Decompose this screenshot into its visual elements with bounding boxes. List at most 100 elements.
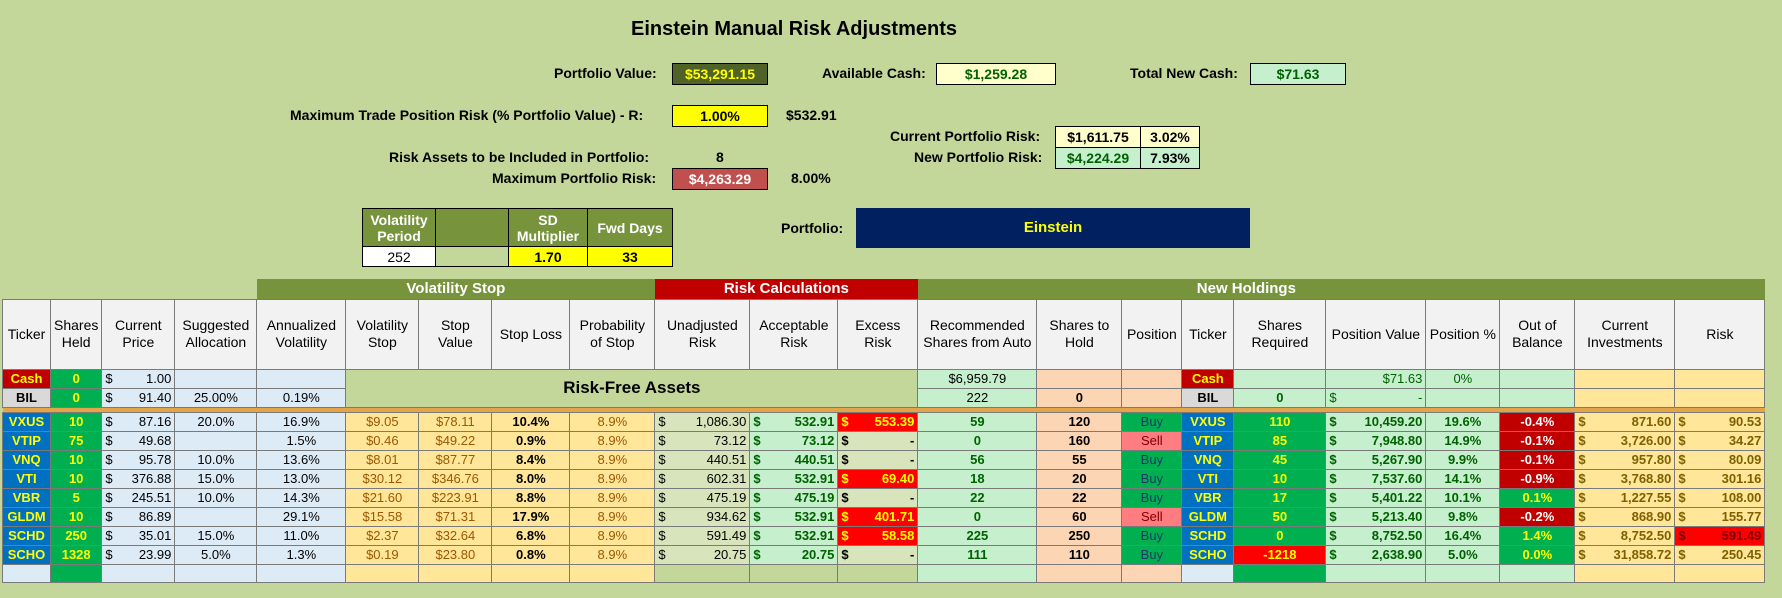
- position-value-value: 5,213.40: [1371, 508, 1423, 524]
- current-investments: $868.90: [1574, 506, 1676, 527]
- risk-value: 591.49: [1721, 527, 1762, 543]
- available-cash-cell[interactable]: $1,259.28: [936, 63, 1056, 85]
- shares-held[interactable]: 10: [49, 468, 103, 489]
- position-value: $5,213.40: [1325, 506, 1427, 527]
- excess-risk-value: -: [910, 432, 915, 448]
- new-risk-amount-cell[interactable]: $4,224.29: [1055, 147, 1141, 169]
- portfolio-value-cell[interactable]: $53,291.15: [672, 63, 768, 85]
- current-price-value: 376.88: [131, 470, 172, 486]
- bil-shares[interactable]: 0: [49, 387, 103, 408]
- suggested-allocation[interactable]: [174, 430, 258, 451]
- dollar-sign: $: [105, 389, 113, 405]
- acceptable-risk: $532.91: [749, 468, 839, 489]
- suggested-allocation[interactable]: 15.0%: [174, 468, 258, 489]
- risk-value: 108.00: [1721, 489, 1762, 505]
- volatility-stop: $15.58: [345, 506, 420, 527]
- shares-to-hold[interactable]: 160: [1036, 430, 1123, 451]
- shares-held[interactable]: 10: [49, 449, 103, 470]
- shares-to-hold[interactable]: 110: [1036, 544, 1123, 565]
- volatility-period-value[interactable]: 252: [362, 246, 436, 267]
- ticker-2: VXUS: [1181, 411, 1235, 432]
- ticker: VTIP: [2, 430, 51, 451]
- portfolio-name-banner[interactable]: Einstein: [856, 208, 1250, 248]
- risk: $591.49: [1674, 525, 1766, 546]
- bil-price: 91.40: [138, 389, 172, 405]
- probability-of-stop: 8.9%: [569, 544, 656, 565]
- bil-shares-to-hold: 0: [1036, 387, 1123, 408]
- position: Buy: [1121, 525, 1183, 546]
- dollar-sign: $: [841, 546, 849, 562]
- shares-held[interactable]: 1328: [49, 544, 103, 565]
- unadjusted-risk: $73.12: [654, 430, 751, 451]
- excess-risk: $401.71: [837, 506, 919, 527]
- excess-risk: $553.39: [837, 411, 919, 432]
- current-investments: $3,726.00: [1574, 430, 1676, 451]
- sd-multiplier-value[interactable]: 1.70: [508, 246, 588, 267]
- excess-risk: $ -: [837, 430, 919, 451]
- suggested-allocation[interactable]: 15.0%: [174, 525, 258, 546]
- current-risk-pct-cell[interactable]: 3.02%: [1140, 126, 1200, 148]
- unadjusted-risk-value: 934.62: [706, 508, 747, 524]
- asset-row: VNQ 10 $95.78 10.0% 13.6% $8.01 $87.77 8.4% 8.9%…: [2, 449, 1766, 470]
- ticker: VNQ: [2, 449, 51, 470]
- bil-ticker: BIL: [2, 387, 51, 408]
- out-of-balance: -0.1%: [1499, 430, 1576, 451]
- excess-risk-value: 69.40: [881, 470, 915, 486]
- suggested-allocation[interactable]: 10.0%: [174, 487, 258, 508]
- shares-held[interactable]: 10: [49, 411, 103, 432]
- excess-risk-value: 553.39: [874, 413, 915, 429]
- shares-held[interactable]: 250: [49, 525, 103, 546]
- unadjusted-risk: $591.49: [654, 525, 751, 546]
- ticker: SCHO: [2, 544, 51, 565]
- header-current-investments: Current Investments: [1574, 298, 1676, 370]
- position-pct: 9.8%: [1425, 506, 1501, 527]
- dollar-sign: $: [1678, 451, 1686, 467]
- new-risk-pct-cell[interactable]: 7.93%: [1140, 147, 1200, 169]
- shares-to-hold[interactable]: 120: [1036, 411, 1123, 432]
- shares-to-hold[interactable]: 20: [1036, 468, 1123, 489]
- cash-shares[interactable]: 0: [49, 368, 103, 389]
- shares-held[interactable]: 75: [49, 430, 103, 451]
- dollar-sign: $: [1678, 508, 1686, 524]
- shares-held[interactable]: 10: [49, 506, 103, 527]
- max-trade-risk-pct-cell[interactable]: 1.00%: [672, 105, 768, 127]
- fwd-days-value[interactable]: 33: [587, 246, 673, 267]
- cash-price: 1.00: [146, 370, 172, 386]
- out-of-balance: -0.9%: [1499, 468, 1576, 489]
- annualized-volatility: 14.3%: [256, 487, 347, 508]
- risk-value: 250.45: [1721, 546, 1762, 562]
- header-acceptable-risk: Acceptable Risk: [749, 298, 839, 370]
- current-price-value: 35.01: [138, 527, 172, 543]
- suggested-allocation[interactable]: 10.0%: [174, 449, 258, 470]
- excess-risk-value: 58.58: [881, 527, 915, 543]
- recommended-shares: 0: [917, 430, 1038, 451]
- shares-to-hold[interactable]: 60: [1036, 506, 1123, 527]
- dollar-sign: $: [658, 527, 666, 543]
- dollar-sign: $: [1578, 413, 1586, 429]
- recommended-shares: 18: [917, 468, 1038, 489]
- max-portfolio-risk-cell[interactable]: $4,263.29: [672, 168, 768, 190]
- annualized-volatility: 11.0%: [256, 525, 347, 546]
- shares-required: 10: [1233, 468, 1327, 489]
- shares-required: 17: [1233, 487, 1327, 508]
- shares-to-hold[interactable]: 55: [1036, 449, 1123, 470]
- current-risk-amount-cell[interactable]: $1,611.75: [1055, 126, 1141, 148]
- asset-row: VTIP 75 $49.68 1.5% $0.46 $49.22 0.9% 8.9% $73.1…: [2, 430, 1766, 451]
- position: Buy: [1121, 411, 1183, 432]
- suggested-allocation[interactable]: 5.0%: [174, 544, 258, 565]
- suggested-allocation[interactable]: 20.0%: [174, 411, 258, 432]
- header-position-value: Position Value: [1325, 298, 1427, 370]
- dollar-sign: $: [1329, 432, 1337, 448]
- shares-held[interactable]: 5: [49, 487, 103, 508]
- dollar-sign: $: [105, 546, 113, 562]
- shares-to-hold[interactable]: 22: [1036, 487, 1123, 508]
- dollar-sign: $: [1578, 546, 1586, 562]
- acceptable-risk: $532.91: [749, 525, 839, 546]
- shares-to-hold[interactable]: 250: [1036, 525, 1123, 546]
- annualized-volatility: 13.0%: [256, 468, 347, 489]
- suggested-allocation[interactable]: [174, 506, 258, 527]
- volatility-stop: $9.05: [345, 411, 420, 432]
- dollar-sign: $: [1678, 546, 1686, 562]
- total-new-cash-cell[interactable]: $71.63: [1250, 63, 1346, 85]
- acceptable-risk-value: 532.91: [794, 470, 835, 486]
